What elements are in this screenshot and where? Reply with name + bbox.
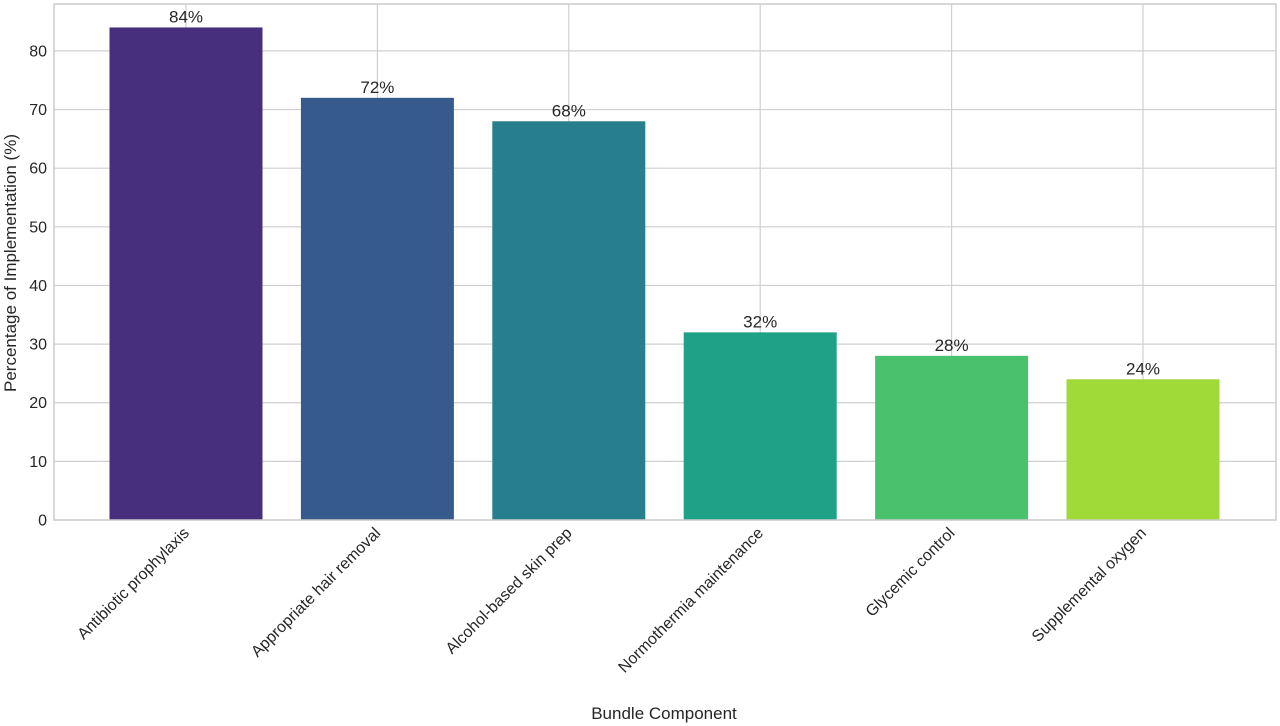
bar [109,27,263,520]
y-tick-label: 70 [29,102,47,119]
bar [1066,379,1220,520]
y-tick-label: 40 [29,278,47,295]
data-labels: 84% 72% 68% 32% 28% 24% [169,7,1160,378]
y-tick-labels: 0 10 20 30 40 50 60 70 80 [29,43,47,529]
data-label: 68% [552,101,586,120]
y-tick-label: 60 [29,161,47,178]
bar [492,121,646,520]
data-label: 72% [360,78,394,97]
plot-frame [53,3,1277,521]
bar [875,355,1029,520]
data-label: 28% [935,336,969,355]
bar [683,332,837,520]
y-tick-label: 0 [38,513,47,530]
data-label: 32% [743,312,777,331]
bars [109,27,1220,521]
data-label: 84% [169,7,203,26]
x-axis-title: Bundle Component [591,704,737,723]
y-tick-label: 50 [29,219,47,236]
data-label: 24% [1126,359,1160,378]
y-tick-label: 80 [29,43,47,60]
x-tick-label: Antibiotic prophylaxis [75,525,193,643]
x-tick-labels: Antibiotic prophylaxis Appropriate hair r… [75,525,1150,677]
y-tick-label: 20 [29,395,47,412]
x-tick-label: Normothermia maintenance [615,525,767,677]
x-tick-label: Alcohol-based skin prep [443,525,576,658]
x-tick-label: Glycemic control [863,525,959,621]
x-tick-label: Appropriate hair removal [248,525,384,661]
x-tick-label: Supplemental oxygen [1029,525,1150,646]
bar [300,97,454,521]
y-tick-label: 30 [29,337,47,354]
y-tick-label: 10 [29,454,47,471]
y-axis-title: Percentage of Implementation (%) [1,134,20,392]
